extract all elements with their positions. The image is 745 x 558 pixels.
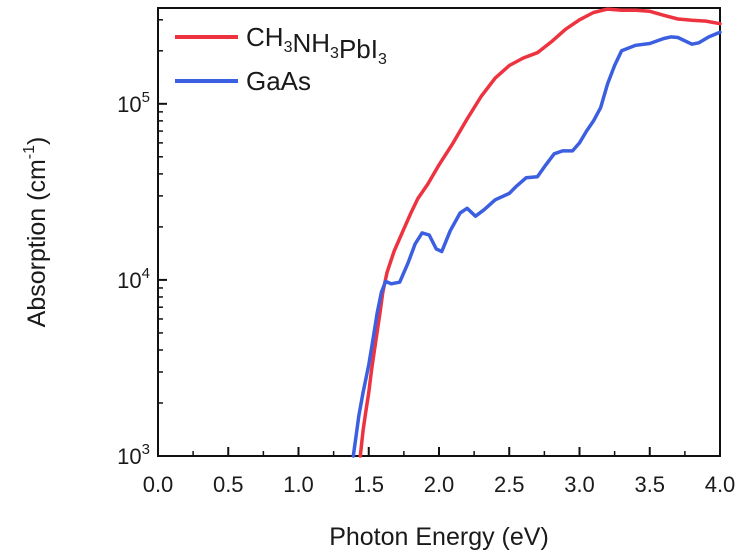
x-tick-label: 1.0 (283, 472, 314, 497)
x-tick-label: 2.0 (424, 472, 455, 497)
x-tick-label: 3.0 (564, 472, 595, 497)
legend-label: GaAs (246, 66, 311, 96)
series-line-ch3nh3pbi3 (358, 7, 722, 458)
y-axis-title: Absorption (cm-1) (21, 137, 51, 328)
x-tick-label: 2.5 (494, 472, 525, 497)
tick-layer: 0.0 0.5 1.0 1.5 2.0 2.5 3.0 3.5 4.0 103 104 105 (117, 19, 736, 497)
x-tick-label: 1.5 (353, 472, 384, 497)
x-tick-label: 4.0 (705, 472, 736, 497)
y-tick-label: 105 (117, 89, 150, 117)
x-tick-label: 0.0 (143, 472, 174, 497)
series-layer (351, 7, 722, 458)
x-tick-label: 3.5 (634, 472, 665, 497)
y-tick-label: 103 (117, 441, 150, 469)
plot-frame (157, 7, 721, 457)
legend-label: CH3NH3PbI3 (246, 22, 387, 68)
series-line-gaas (351, 30, 722, 458)
x-axis-title: Photon Energy (eV) (329, 523, 549, 551)
y-tick-label: 104 (117, 265, 150, 293)
x-tick-label: 0.5 (213, 472, 244, 497)
